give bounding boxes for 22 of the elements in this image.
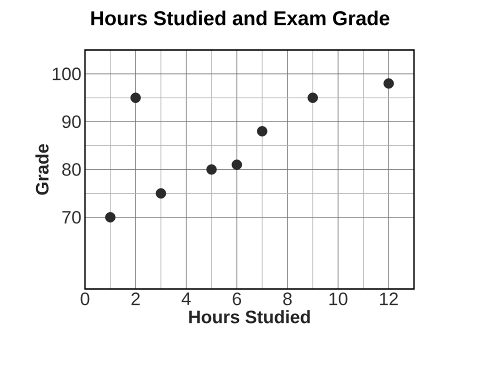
x-tick-label: 4 <box>182 292 191 305</box>
point <box>232 160 242 170</box>
y-axis-title: Grade <box>35 144 49 195</box>
y-tick-label: 80 <box>62 163 81 176</box>
point <box>156 188 166 199</box>
x-tick-label: 0 <box>80 292 90 306</box>
x-tick-label: 10 <box>329 292 348 306</box>
x-tick-label: 8 <box>283 292 292 306</box>
point <box>130 92 141 104</box>
y-tick-label: 90 <box>62 115 81 128</box>
point <box>105 212 116 223</box>
y-tick-label: 100 <box>52 68 81 80</box>
point <box>383 78 394 89</box>
point <box>256 126 268 136</box>
x-tick-label: 2 <box>132 292 140 306</box>
point <box>308 92 318 104</box>
point <box>206 164 217 175</box>
x-axis-title: Hours Studied <box>189 310 310 324</box>
chart-title: Hours Studied and Exam Grade <box>91 10 390 26</box>
x-tick-label: 6 <box>232 292 242 306</box>
x-tick-label: 12 <box>380 292 398 306</box>
y-tick-label: 70 <box>62 210 81 224</box>
